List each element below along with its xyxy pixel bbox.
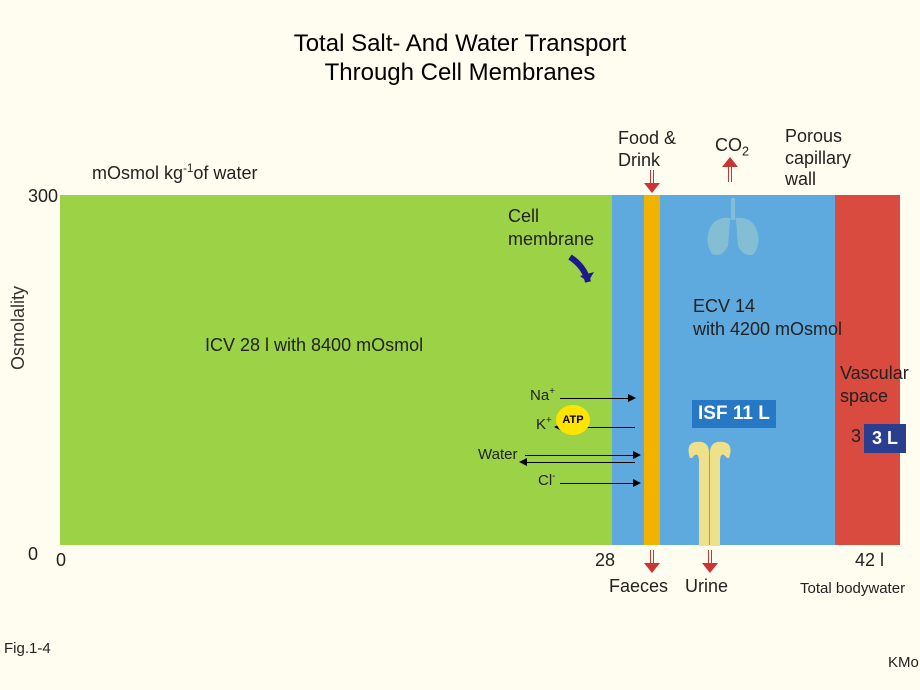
chart-area	[60, 195, 900, 545]
y-tick-300: 300	[28, 186, 58, 207]
compartment-gut	[644, 195, 660, 545]
water-arrow-2	[525, 462, 635, 463]
k-label: K+	[536, 416, 552, 433]
membrane-arrow-icon	[560, 252, 600, 292]
na-arrow	[560, 398, 630, 399]
water-arrow-1	[525, 455, 635, 456]
lungs-icon	[698, 198, 768, 258]
isf-overlay: ISF 11 L	[692, 400, 776, 428]
urine-arrow-icon	[704, 550, 716, 572]
x-tick-0: 0	[56, 550, 66, 571]
ecv-label: ECV 14 with 4200 mOsmol	[693, 295, 842, 340]
water-label: Water	[478, 446, 517, 463]
cell-membrane-label: Cellmembrane	[508, 205, 594, 250]
figure-label: Fig.1-4	[4, 640, 51, 657]
water-arrow-2-head	[519, 458, 527, 466]
total-bodywater-label: Total bodywater	[800, 580, 905, 597]
y-tick-0: 0	[28, 544, 38, 565]
compartment-isf-left	[612, 195, 644, 545]
vascular-space-label: Vascularspace	[840, 362, 909, 407]
cl-label: Cl-	[538, 472, 555, 489]
ecv-label-line2: with 4200 mOsmol	[693, 319, 842, 339]
page-title: Total Salt- And Water Transport Through …	[0, 30, 920, 88]
three-l-overlay: 3 L	[864, 424, 906, 453]
water-arrow-1-head	[633, 451, 641, 459]
title-line1: Total Salt- And Water Transport	[294, 30, 627, 57]
food-drink-arrow-icon	[646, 170, 658, 192]
title-line2: Through Cell Membranes	[325, 59, 596, 86]
co2-arrow-icon	[724, 158, 736, 180]
y-axis-label: Osmolality	[8, 286, 29, 370]
icv-label: ICV 28 l with 8400 mOsmol	[205, 335, 423, 356]
urine-label: Urine	[685, 576, 728, 597]
cl-arrow	[560, 483, 635, 484]
co2-label: CO2	[715, 135, 749, 156]
food-drink-label: Food &Drink	[618, 128, 676, 171]
cl-arrow-head	[633, 479, 641, 487]
x-tick-42: 42 l	[855, 550, 884, 571]
faeces-label: Faeces	[609, 576, 668, 597]
faeces-arrow-icon	[646, 550, 658, 572]
hidden-three: 3	[851, 426, 861, 447]
x-tick-28: 28	[595, 550, 615, 571]
na-label: Na+	[530, 387, 555, 404]
atp-label: ATP	[562, 414, 583, 426]
ecv-label-line1: ECV 14	[693, 296, 755, 316]
atp-icon: ATP	[556, 405, 590, 435]
porous-wall-label: Porouscapillarywall	[785, 126, 851, 191]
kidney-icon	[682, 438, 737, 548]
y-axis-unit: mOsmol kg-1of water	[92, 163, 257, 184]
na-arrow-head	[628, 394, 636, 402]
corner-label: KMo	[888, 654, 919, 671]
